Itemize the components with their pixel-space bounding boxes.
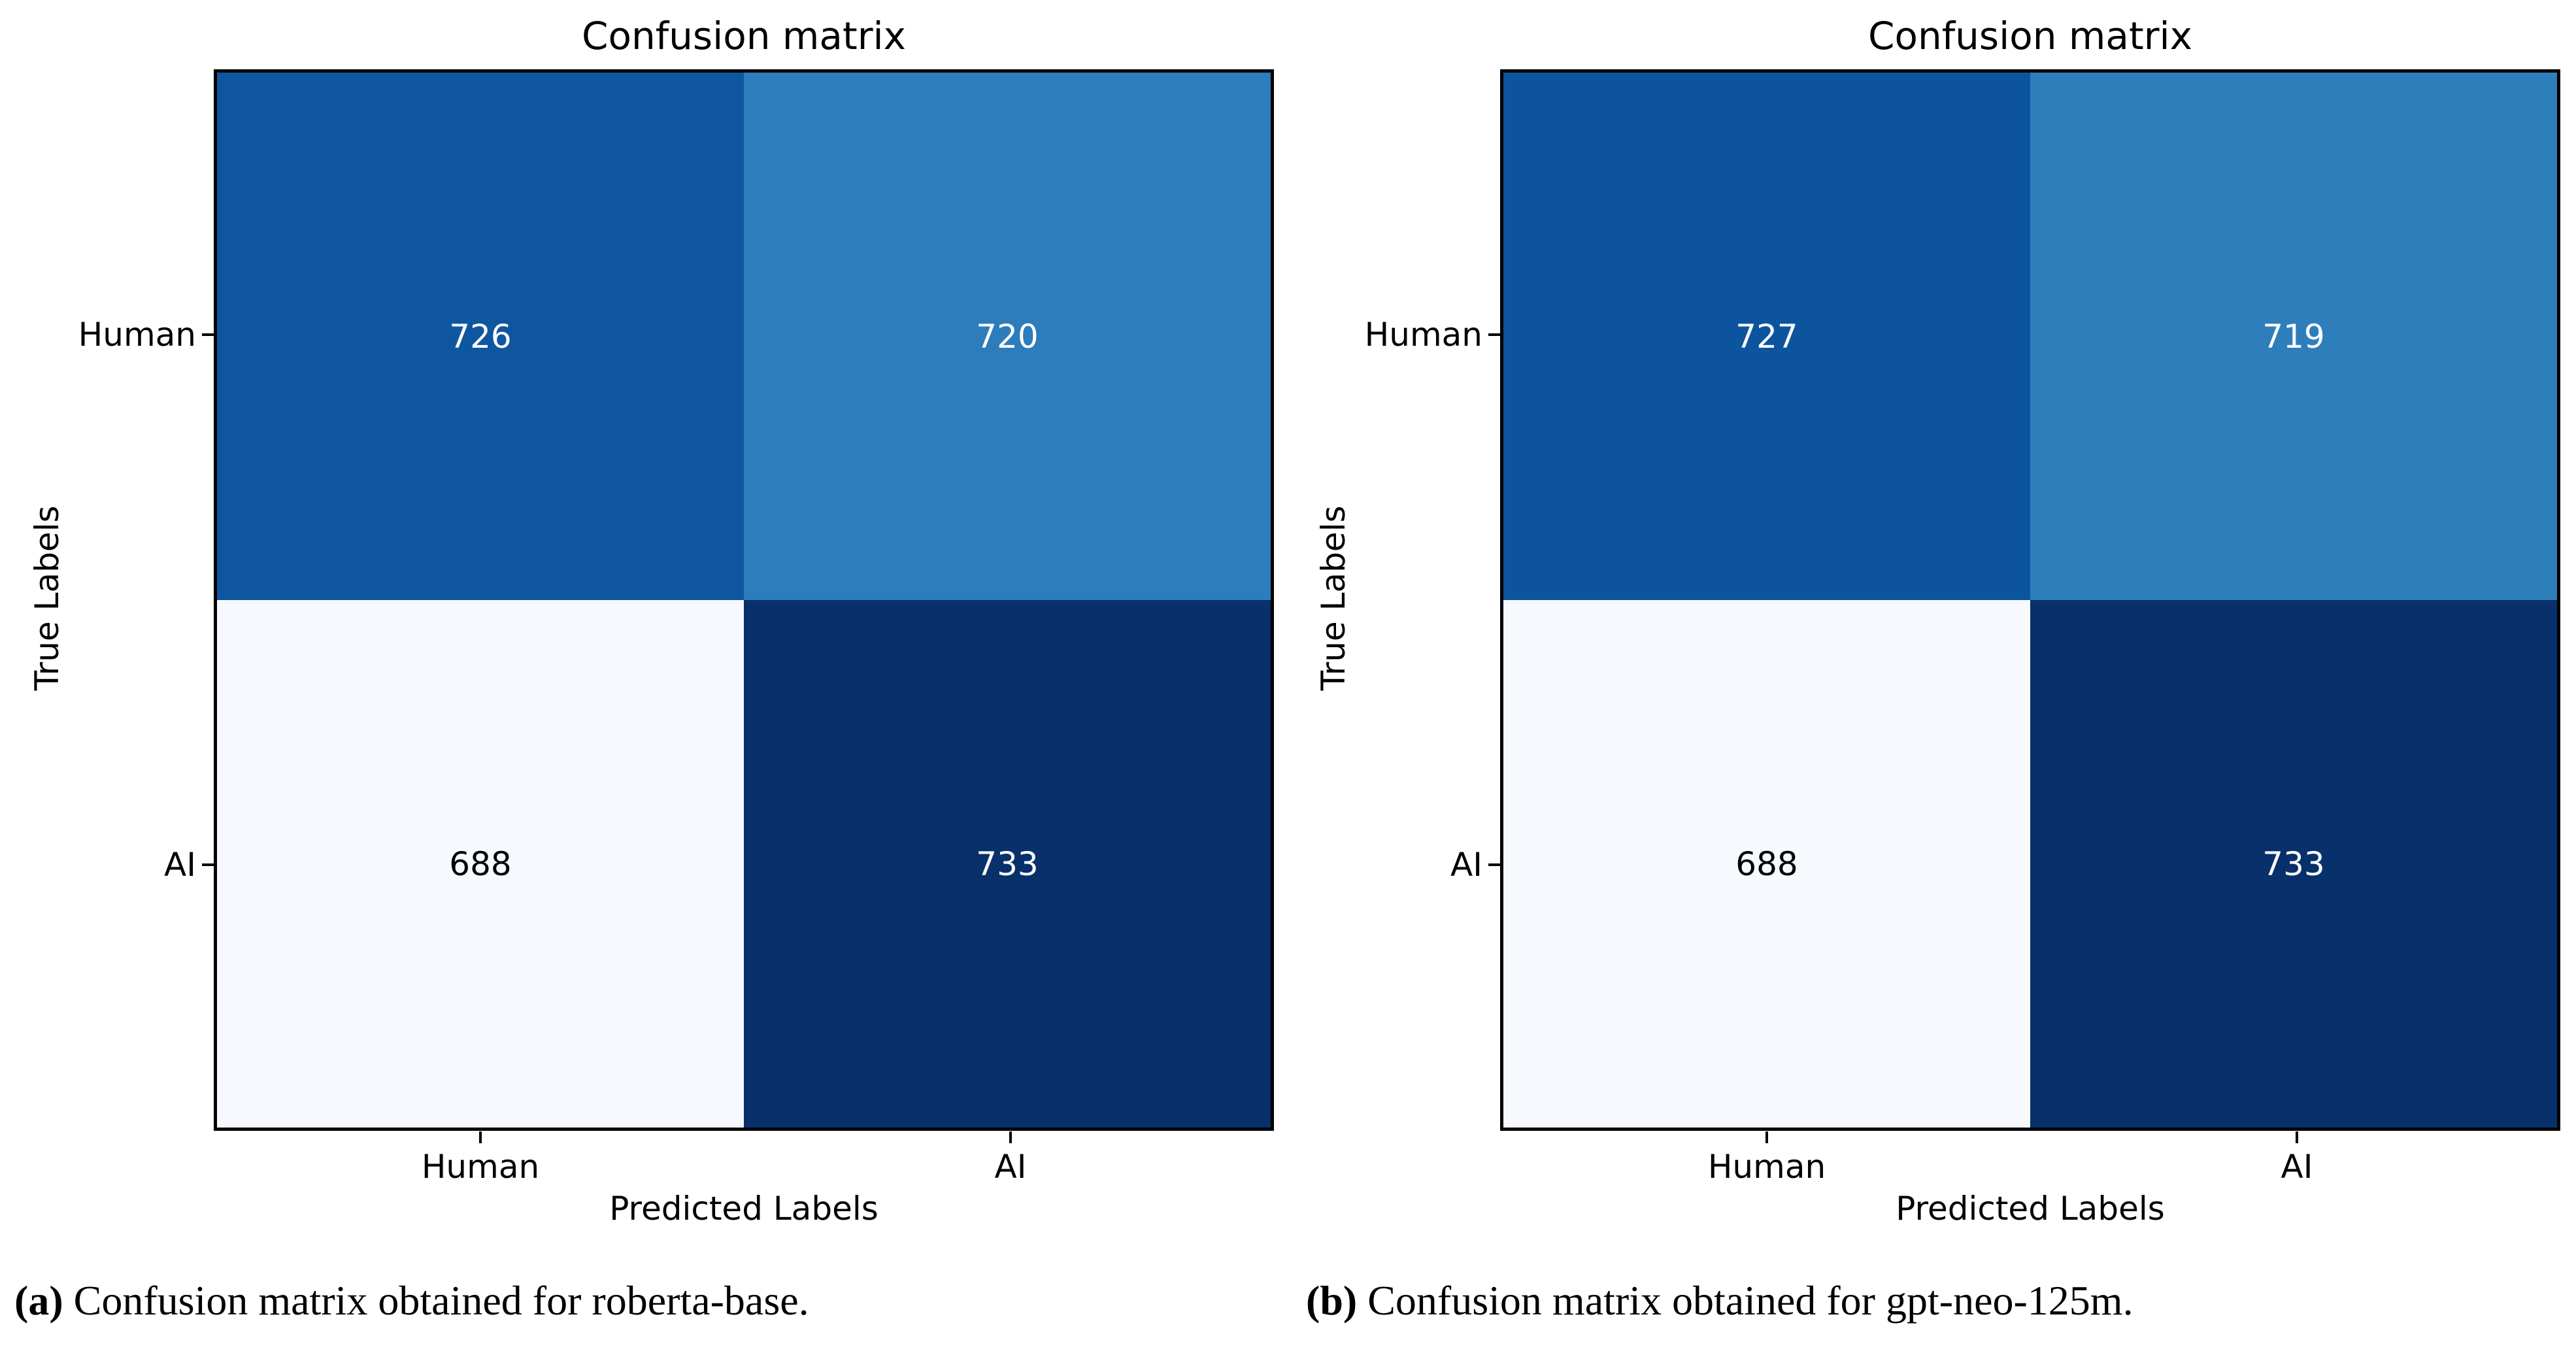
matrix-cell: 720 [744, 73, 1271, 600]
tick-mark [1488, 863, 1500, 866]
confusion-matrix: 726 720 688 733 [214, 69, 1274, 1131]
matrix-cell: 733 [2030, 600, 2557, 1128]
matrix-cell: 719 [2030, 73, 2557, 600]
panel-b: Confusion matrix True Labels Human AI 72… [1286, 0, 2576, 1355]
caption-text: Confusion matrix obtained for roberta-ba… [63, 1277, 809, 1324]
tick-mark [1009, 1131, 1012, 1143]
y-tick-label: AI [164, 846, 196, 884]
y-tick-label: Human [78, 316, 196, 354]
plot-title: Confusion matrix [581, 14, 906, 58]
x-tick-label: AI [2281, 1148, 2313, 1186]
y-tick-label: AI [1450, 846, 1482, 884]
matrix-cell: 688 [217, 600, 744, 1128]
tick-mark [1765, 1131, 1768, 1143]
x-tick-label: Human [421, 1148, 540, 1186]
y-tick-label: Human [1364, 316, 1482, 354]
matrix-cell: 727 [1503, 73, 2030, 600]
caption: (a) Confusion matrix obtained for robert… [14, 1276, 809, 1326]
tick-mark [202, 333, 214, 336]
confusion-matrix: 727 719 688 733 [1500, 69, 2560, 1131]
tick-mark [2296, 1131, 2298, 1143]
matrix-cell: 726 [217, 73, 744, 600]
x-axis-label: Predicted Labels [1896, 1190, 2165, 1228]
y-axis-label: True Labels [1314, 505, 1352, 691]
caption-label: (a) [14, 1277, 63, 1324]
tick-mark [202, 863, 214, 866]
x-axis-label: Predicted Labels [609, 1190, 878, 1228]
y-axis-label: True Labels [28, 505, 66, 691]
plot-title: Confusion matrix [1867, 14, 2192, 58]
caption-text: Confusion matrix obtained for gpt-neo-12… [1357, 1277, 2133, 1324]
caption: (b) Confusion matrix obtained for gpt-ne… [1306, 1276, 2133, 1326]
tick-mark [479, 1131, 482, 1143]
tick-mark [1488, 333, 1500, 336]
caption-label: (b) [1306, 1277, 1358, 1324]
x-tick-label: AI [994, 1148, 1027, 1186]
matrix-cell: 688 [1503, 600, 2030, 1128]
panel-a: Confusion matrix True Labels Human AI 72… [14, 14, 1274, 1326]
x-tick-label: Human [1707, 1148, 1826, 1186]
matrix-cell: 733 [744, 600, 1271, 1128]
